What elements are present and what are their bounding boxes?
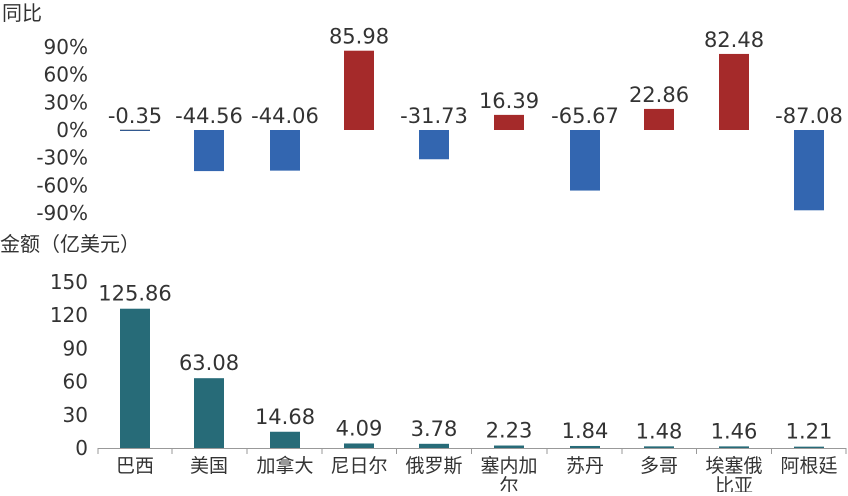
category-label: 美国 [190, 455, 228, 477]
category-label: 尔 [499, 475, 518, 492]
yoy-data-label: -65.67 [551, 104, 619, 128]
yoy-bar [419, 130, 449, 160]
amount-y-tick-label: 30 [63, 403, 88, 427]
amount-axis-title: 金额（亿美元） [0, 232, 140, 256]
amount-data-label: 1.46 [711, 419, 758, 443]
amount-y-tick-label: 90 [63, 336, 88, 360]
yoy-y-tick-label: 60% [44, 63, 88, 87]
yoy-y-tick-label: -60% [36, 173, 88, 197]
amount-y-tick-label: 150 [50, 270, 88, 294]
amount-bar [194, 378, 224, 448]
yoy-bar [270, 130, 300, 171]
amount-data-label: 3.78 [411, 417, 458, 441]
yoy-bar [494, 114, 524, 130]
yoy-y-tick-label: -90% [36, 201, 88, 225]
yoy-bar [194, 130, 224, 172]
yoy-y-tick-label: -30% [36, 146, 88, 170]
yoy-y-tick-label: 0% [56, 118, 88, 142]
category-label: 加拿大 [256, 454, 313, 477]
amount-data-label: 125.86 [98, 282, 171, 306]
amount-bar [644, 446, 674, 448]
yoy-bar [794, 130, 824, 211]
yoy-data-label: 22.86 [629, 83, 689, 107]
category-label: 巴西 [116, 455, 154, 477]
yoy-data-label: -44.06 [251, 104, 319, 128]
yoy-data-label: 85.98 [329, 25, 389, 49]
amount-bar [419, 443, 449, 448]
amount-bar [570, 445, 600, 448]
category-label: 阿根廷 [780, 455, 837, 477]
yoy-data-label: 82.48 [704, 28, 764, 52]
amount-data-label: 1.84 [562, 419, 609, 443]
amount-y-tick-label: 0 [75, 436, 88, 460]
yoy-bar [644, 108, 674, 130]
yoy-bar [570, 130, 600, 191]
yoy-bar [344, 50, 374, 130]
amount-data-label: 1.48 [636, 419, 683, 443]
amount-data-label: 2.23 [486, 419, 533, 443]
amount-data-label: 1.21 [786, 420, 833, 444]
yoy-axis-title: 同比 [2, 1, 42, 25]
amount-bar [719, 446, 749, 448]
yoy-data-label: -44.56 [175, 104, 243, 128]
category-label: 埃塞俄 [705, 455, 762, 477]
amount-data-label: 63.08 [179, 351, 239, 375]
amount-bar [494, 445, 524, 448]
category-label: 多哥 [640, 455, 678, 477]
category-label: 苏丹 [566, 455, 604, 477]
amount-chart-panel: 金额（亿美元） 150 120 90 60 30 0 125.86 巴西 63.08 美国 14.68… [0, 232, 847, 496]
yoy-y-tick-label: 90% [44, 35, 88, 59]
amount-data-label: 4.09 [336, 416, 383, 440]
amount-bar [120, 308, 150, 448]
yoy-data-label: -87.08 [775, 104, 843, 128]
category-label: 尼日尔 [330, 455, 387, 477]
amount-data-label: 14.68 [255, 405, 315, 429]
yoy-bar [719, 53, 749, 130]
category-label: 塞内加 [480, 455, 537, 477]
amount-bar [344, 443, 374, 448]
category-label: 俄罗斯 [405, 455, 462, 477]
yoy-bar [120, 130, 150, 131]
amount-y-tick-label: 120 [50, 303, 88, 327]
yoy-data-label: -0.35 [108, 104, 162, 128]
amount-bar [270, 431, 300, 448]
amount-y-tick-label: 60 [63, 370, 88, 394]
yoy-data-label: 16.39 [479, 89, 539, 113]
amount-bar [794, 446, 824, 448]
yoy-y-tick-label: 30% [44, 90, 88, 114]
yoy-data-label: -31.73 [400, 104, 468, 128]
category-label: 比亚 [715, 475, 753, 492]
